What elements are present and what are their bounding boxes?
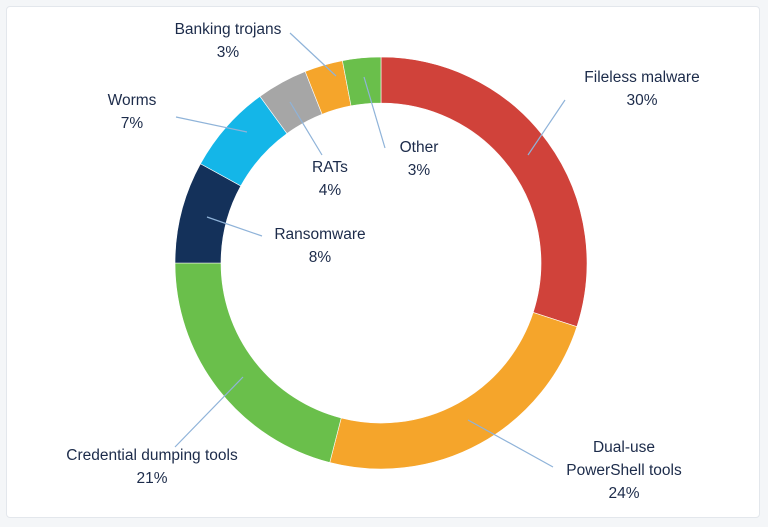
leader-line-ransomware: [206, 216, 263, 237]
leader-line-dual-use-powershell-tools: [467, 419, 554, 468]
label-name: Dual-use: [593, 439, 655, 456]
label-banking-trojans: Banking trojans 3%: [175, 21, 282, 61]
label-name: Worms: [108, 92, 157, 109]
leader-lines: [174, 32, 566, 468]
label-value: 21%: [136, 470, 167, 487]
label-value: 24%: [608, 485, 639, 502]
label-value: 3%: [217, 44, 240, 61]
label-value: 30%: [626, 92, 657, 109]
label-name: PowerShell tools: [566, 462, 682, 479]
label-name: Banking trojans: [175, 21, 282, 38]
leader-line-banking-trojans: [289, 32, 337, 77]
leader-line-rats: [289, 101, 323, 156]
label-ransomware: Ransomware 8%: [274, 226, 365, 266]
label-value: 8%: [309, 249, 332, 266]
slice-dual-use-powershell-tools: [329, 312, 578, 470]
label-dual-use-powershell-tools: Dual-use PowerShell tools 24%: [566, 439, 682, 502]
label-value: 7%: [121, 115, 144, 132]
label-rats: RATs 4%: [312, 159, 348, 199]
label-fileless-malware: Fileless malware 30%: [584, 69, 699, 109]
leader-line-worms: [175, 116, 248, 133]
leader-line-fileless-malware: [527, 99, 566, 156]
label-other: Other 3%: [400, 139, 439, 179]
label-worms: Worms 7%: [108, 92, 157, 132]
label-name: RATs: [312, 159, 348, 176]
slice-labels: Fileless malware 30% Dual-use PowerShell to…: [66, 21, 699, 502]
label-name: Fileless malware: [584, 69, 699, 86]
donut-slices: [174, 56, 588, 470]
leader-line-other: [363, 76, 386, 149]
label-name: Ransomware: [274, 226, 365, 243]
label-value: 4%: [319, 182, 342, 199]
label-name: Other: [400, 139, 439, 156]
label-credential-dumping-tools: Credential dumping tools 21%: [66, 447, 238, 487]
label-value: 3%: [408, 162, 431, 179]
slice-other: [342, 56, 382, 107]
slice-credential-dumping-tools: [174, 262, 342, 463]
leader-line-credential-dumping-tools: [174, 376, 244, 448]
label-name: Credential dumping tools: [66, 447, 238, 464]
slice-fileless-malware: [380, 56, 588, 328]
